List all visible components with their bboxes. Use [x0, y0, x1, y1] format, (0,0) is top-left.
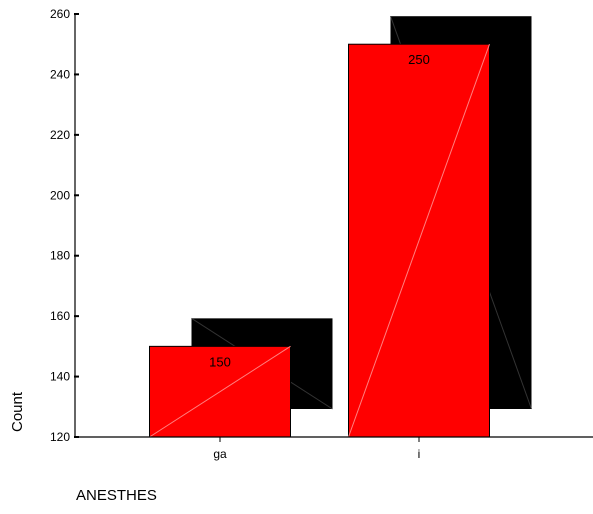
y-tick-label-140: 140 [50, 370, 70, 384]
bars [149, 43, 490, 438]
y-tick-label-180: 180 [50, 249, 70, 263]
y-axis-label: Count [9, 391, 26, 432]
value-labels: 150 250 [209, 52, 430, 369]
value-label-ga: 150 [209, 354, 231, 369]
x-tick-label-i: i [418, 447, 421, 461]
x-tick-label-ga: ga [213, 447, 227, 461]
y-tick-label-260: 260 [50, 7, 70, 21]
bar-diagonal-i [348, 44, 490, 438]
y-tick-label-220: 220 [50, 128, 70, 142]
y-axis-ticks: 120 140 160 180 200 220 240 260 [50, 7, 79, 444]
y-tick-label-120: 120 [50, 430, 70, 444]
y-tick-label-240: 240 [50, 67, 70, 81]
bar-diagonal-ga [149, 345, 291, 438]
y-tick-label-200: 200 [50, 188, 70, 202]
x-axis-label: ANESTHES [76, 487, 157, 504]
y-tick-label-160: 160 [50, 309, 70, 323]
x-axis-ticks: ga i [213, 437, 420, 461]
axes [74, 14, 593, 438]
value-label-i: 250 [408, 52, 430, 67]
